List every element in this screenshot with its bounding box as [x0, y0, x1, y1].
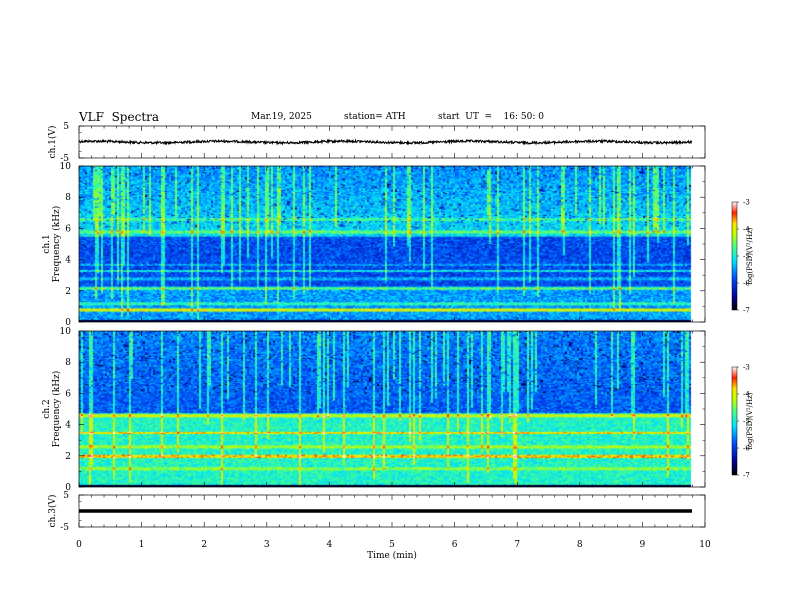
ch1-waveform-ytick: -5 — [60, 154, 69, 164]
ch2-spectrogram-ylabel-frequency: Frequency (kHz) — [51, 371, 62, 448]
ch1-spectrogram-ytick: 4 — [65, 256, 71, 266]
date-label: Mar.19, 2025 — [251, 112, 312, 122]
start-time-label: start UT = 16: 50: 0 — [438, 112, 544, 122]
x-tick-label: 10 — [699, 540, 711, 550]
x-tick-label: 5 — [389, 540, 395, 550]
ch1-spectrogram-colorbar: -3 -4 -5 -6 -7 log(PSD)(V²/Hz) — [731, 199, 754, 315]
ch2-spectrogram-colorbar-tick: -7 — [743, 472, 750, 480]
ch3-waveform-ylabel: ch.3(V) — [47, 495, 58, 528]
ch1-spectrogram-colorbar-tick: -4 — [743, 226, 750, 234]
ch2-spectrogram-ytick: 0 — [65, 483, 71, 493]
ch1-spectrogram-panel: 0 2 4 6 8 10 ch.1 Frequency (kHz) — [42, 162, 706, 328]
ch1-spectrogram-colorbar-tick: -7 — [743, 307, 750, 315]
ch2-spectrogram-colorbar-tick: -5 — [743, 418, 750, 426]
ch1-waveform-ylabel: ch.1(V) — [47, 126, 58, 159]
ch1-waveform-ytick: 5 — [63, 122, 69, 132]
ch1-spectrogram-colorbar-tick: -5 — [743, 253, 750, 261]
x-tick-label: 0 — [76, 540, 82, 550]
x-tick-label: 3 — [264, 540, 270, 550]
ch1-spectrogram-ytick: 8 — [65, 193, 71, 203]
ch1-spectrogram-colorbar-label: log(PSD)(V²/Hz) — [746, 227, 754, 284]
ch1-spectrogram-ylabel-channel: ch.1 — [42, 234, 52, 253]
ch1-spectrogram-ytick: 10 — [60, 162, 72, 172]
ch2-spectrogram-ylabel-channel: ch.2 — [42, 399, 52, 418]
x-tick-label: 4 — [327, 540, 333, 550]
ch2-spectrogram-colorbar-tick: -4 — [743, 391, 750, 399]
ch1-waveform-trace — [78, 138, 693, 146]
ch1-spectrogram-colorbar-scale — [731, 201, 738, 311]
chart-title: VLF Spectra — [79, 110, 160, 124]
x-tick-label: 1 — [139, 540, 145, 550]
x-tick-label: 2 — [201, 540, 207, 550]
ch2-spectrogram-ytick: 8 — [65, 358, 71, 368]
ch2-spectrogram-colorbar-tick: -6 — [743, 445, 750, 453]
ch2-spectrogram-colorbar-label: log(PSD)(V²/Hz) — [746, 392, 754, 449]
ch2-spectrogram-ytick: 6 — [65, 389, 71, 399]
ch2-spectrogram-ytick: 4 — [65, 421, 71, 431]
ch1-spectrogram-colorbar-tick: -6 — [743, 280, 750, 288]
ch2-spectrogram-ytick: 10 — [60, 327, 72, 337]
x-tick-label: 8 — [577, 540, 583, 550]
ch1-waveform-panel: 5 -5ch.1(V) — [47, 122, 706, 164]
x-tick-label: 6 — [452, 540, 458, 550]
ch3-waveform-panel: 5 -5ch.3(V) — [47, 491, 706, 533]
ch2-spectrogram-colorbar-scale — [731, 366, 738, 476]
station-label: station= ATH — [344, 112, 406, 122]
ch1-spectrogram-colorbar-tick: -3 — [743, 199, 750, 207]
ch1-spectrogram-ylabel-frequency: Frequency (kHz) — [51, 206, 62, 283]
ch1-spectrogram-image — [79, 166, 692, 322]
x-tick-label: 7 — [514, 540, 520, 550]
ch2-spectrogram-image — [79, 331, 692, 487]
ch3-waveform-ytick: 5 — [63, 491, 69, 501]
ch2-spectrogram-ytick: 2 — [65, 452, 71, 462]
ch2-spectrogram-colorbar-tick: -3 — [743, 364, 750, 372]
ch2-spectrogram-colorbar: -3 -4 -5 -6 -7 log(PSD)(V²/Hz) — [731, 364, 754, 480]
ch1-spectrogram-ytick: 0 — [65, 318, 71, 328]
ch1-spectrogram-ytick: 2 — [65, 287, 71, 297]
x-tick-label: 9 — [640, 540, 646, 550]
ch3-waveform-ytick: -5 — [60, 523, 69, 533]
ch1-spectrogram-ytick: 6 — [65, 224, 71, 234]
ch2-spectrogram-panel: 0 2 4 6 8 10 ch.2 Frequency (kHz) — [42, 327, 706, 493]
x-axis-label: Time (min) — [367, 550, 417, 561]
